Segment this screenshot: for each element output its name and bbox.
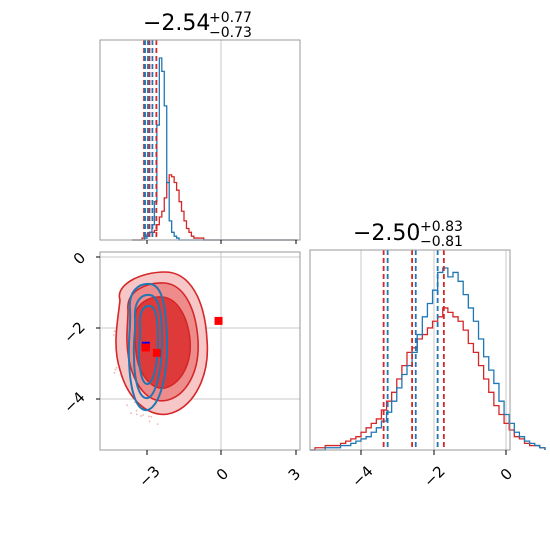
sample-point	[156, 423, 159, 425]
sample-point	[150, 415, 153, 418]
blue-histogram-param2	[309, 267, 546, 451]
sample-point	[126, 404, 129, 407]
sample-point	[135, 413, 138, 416]
panel-frame	[309, 249, 511, 451]
sample-point	[148, 420, 151, 423]
joint-density-panel	[99, 251, 301, 451]
panel-frame	[99, 251, 301, 451]
x-tick-label: 0	[213, 465, 232, 484]
sample-point	[113, 371, 116, 374]
y-tick-label: 0	[70, 249, 89, 268]
tick-marks	[96, 240, 507, 455]
x-tick-label: −4	[348, 462, 376, 490]
y-tick-label: −2	[60, 318, 88, 346]
sample-point	[142, 414, 145, 416]
sample-point	[130, 412, 132, 415]
y-tick-label: −4	[60, 388, 88, 416]
red-histogram-param2	[309, 307, 546, 451]
blue-contour-inner	[137, 304, 160, 385]
red-marker	[152, 348, 161, 357]
sample-point	[133, 401, 136, 404]
red-marker	[214, 316, 223, 325]
red-marker	[141, 343, 150, 352]
histogram-param2-panel	[309, 249, 546, 451]
param2-title-lower: −0.81	[420, 234, 463, 250]
blue-contour-mid	[132, 293, 164, 400]
x-tick-label: 3	[285, 465, 304, 484]
sample-point	[115, 366, 118, 369]
sample-point	[148, 415, 150, 418]
x-tick-label: 0	[497, 465, 516, 484]
param1-title-upper: +0.77	[209, 10, 252, 26]
sample-point	[140, 415, 142, 417]
sample-point	[114, 368, 117, 371]
param2-title-upper: +0.83	[420, 219, 463, 235]
histogram-param1-panel	[99, 39, 301, 241]
param1-title: −2.54	[143, 11, 210, 36]
x-tick-label: −2	[420, 462, 448, 490]
panel-frame	[99, 39, 301, 241]
param2-title: −2.50	[353, 221, 420, 246]
x-tick-label: −3	[135, 462, 163, 490]
blue-contour-outer	[127, 282, 169, 412]
sample-point	[112, 334, 115, 336]
sample-point	[135, 409, 138, 412]
sample-point	[113, 330, 116, 333]
param1-title-lower: −0.73	[209, 25, 252, 41]
